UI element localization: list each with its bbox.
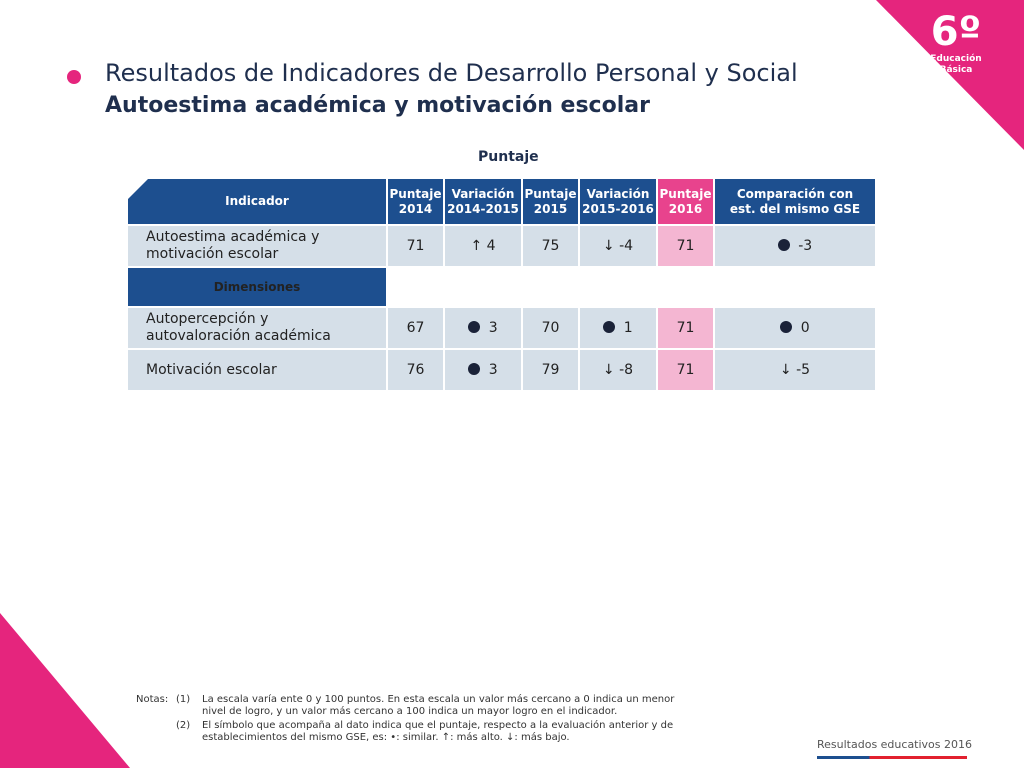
header-puntaje-2016: Puntaje 2016 [658,179,713,224]
header-puntaje-2014: Puntaje 2014 [388,179,443,224]
cell-variacion-2014-2015: ↑ 4 [445,226,521,266]
dot-similar-icon [603,321,616,333]
notes-label: Notas: [136,694,169,705]
table-caption: Puntaje [478,149,539,165]
dot-similar-icon [468,363,481,375]
row-label: Autopercepción y autovaloración académic… [128,308,386,348]
cell-variacion-2014-2015: 3 [445,308,521,348]
grade-badge: 6º Educación Básica [908,10,1004,76]
cell-value: 3 [488,362,498,378]
dot-similar-icon [777,239,790,251]
cell-variacion-2014-2015: 3 [445,350,521,390]
arrow-up-icon: ↑ [470,238,483,254]
cell-value: 4 [486,238,496,254]
page-subtitle: Autoestima académica y motivación escola… [105,93,650,118]
footer-brand: Resultados educativos 2016 [817,738,973,751]
arrow-down-icon: ↓ [779,362,792,378]
arrow-down-icon: ↓ [602,238,615,254]
title-bullet-icon [67,70,81,84]
dot-similar-icon [468,321,481,333]
cell-value: -3 [798,238,813,254]
cell-puntaje-2014: 76 [388,350,443,390]
dimensions-header: Dimensiones [128,268,386,306]
dimensions-header-row: Dimensiones [128,268,875,306]
header-text: Variación [451,186,515,201]
row-label-line: autovaloración académica [146,328,331,344]
header-text: Puntaje [389,186,442,201]
row-label-line: Autoestima académica y [146,229,320,245]
row-label: Motivación escolar [128,350,386,390]
cell-variacion-2015-2016: 1 [580,308,656,348]
cell-variacion-2015-2016: ↓ -8 [580,350,656,390]
cell-value: -4 [619,238,634,254]
header-text: Puntaje [659,186,712,201]
cell-comparacion: -3 [715,226,875,266]
cell-puntaje-2016: 71 [658,308,713,348]
cell-puntaje-2015: 79 [523,350,578,390]
row-label-line: motivación escolar [146,246,279,262]
cell-puntaje-2016: 71 [658,226,713,266]
header-text: 2014 [398,201,433,216]
row-label: Autoestima académica y motivación escola… [128,226,386,266]
header-indicador: Indicador [128,179,386,224]
note-2-text: El símbolo que acompaña al dato indica q… [202,720,674,731]
empty-cell [388,268,875,306]
header-text: 2016 [668,201,703,216]
row-label-line: Autopercepción y [146,311,269,327]
dot-similar-icon [780,321,793,333]
cell-value: -8 [619,362,634,378]
footer-flag-bar [817,756,967,759]
table-row-autopercepcion: Autopercepción y autovaloración académic… [128,308,875,348]
row-label-line: Motivación escolar [146,361,277,378]
note-2-number: (2) [176,720,191,731]
results-table: Indicador Puntaje 2014 Variación 2014-20… [126,177,877,392]
cell-puntaje-2014: 71 [388,226,443,266]
corner-decoration-bottom-left [0,613,130,768]
cell-variacion-2015-2016: ↓ -4 [580,226,656,266]
cell-puntaje-2014: 67 [388,308,443,348]
header-text: 2014-2015 [447,201,519,216]
cell-puntaje-2015: 75 [523,226,578,266]
table-header-row: Indicador Puntaje 2014 Variación 2014-20… [128,179,875,224]
cell-comparacion: 0 [715,308,875,348]
note-1-number: (1) [176,694,191,705]
header-variacion-2015-2016: Variación 2015-2016 [580,179,656,224]
cell-value: 3 [488,320,498,336]
header-puntaje-2015: Puntaje 2015 [523,179,578,224]
header-text: 2015 [533,201,568,216]
grade-number: 6º [930,9,982,55]
header-text: Variación [586,186,650,201]
table-row-motivacion: Motivación escolar 76 3 79 ↓ -8 71 ↓ -5 [128,350,875,390]
table-row-main: Autoestima académica y motivación escola… [128,226,875,266]
grade-level-line2: Básica [939,65,973,75]
note-1-text-cont: nivel de logro, y un valor más cercano a… [202,706,618,717]
grade-level-line1: Educación [930,54,982,64]
header-text: 2015-2016 [582,201,654,216]
cell-value: 1 [623,320,633,336]
arrow-down-icon: ↓ [602,362,615,378]
header-text: Comparación con [736,186,854,201]
cell-puntaje-2015: 70 [523,308,578,348]
header-comparacion: Comparación con est. del mismo GSE [715,179,875,224]
note-2-text-cont: establecimientos del mismo GSE, es: •: s… [202,732,570,743]
note-1-text: La escala varía ente 0 y 100 puntos. En … [202,694,675,705]
header-text: Puntaje [524,186,577,201]
header-text: est. del mismo GSE [729,201,861,216]
cell-value: -5 [796,362,811,378]
page-title: Resultados de Indicadores de Desarrollo … [105,59,798,87]
cell-value: 0 [800,320,810,336]
cell-comparacion: ↓ -5 [715,350,875,390]
header-variacion-2014-2015: Variación 2014-2015 [445,179,521,224]
cell-puntaje-2016: 71 [658,350,713,390]
